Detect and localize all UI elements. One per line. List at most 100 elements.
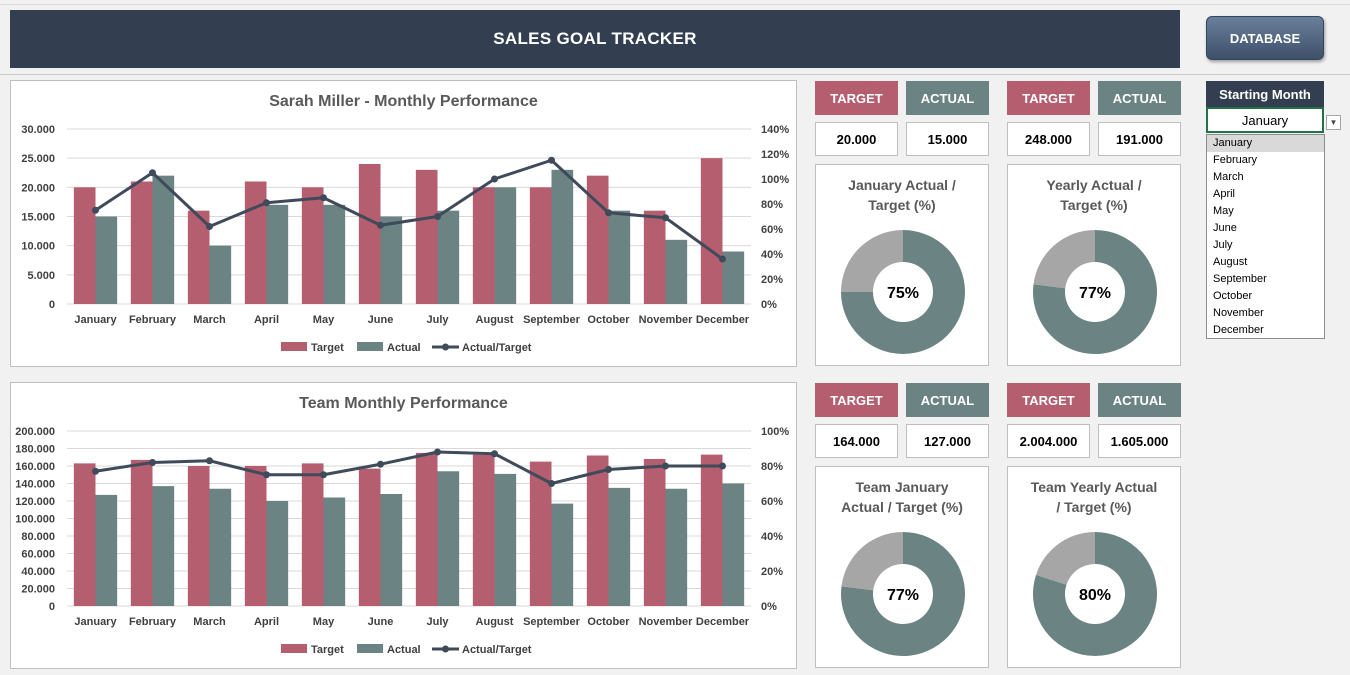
y-tick-label: 100.000 [15, 514, 55, 526]
team-performance-chart: 200.000 180.000 160.000 140.000 120.000 100.0… [15, 426, 789, 656]
month-option-april[interactable]: April [1213, 188, 1236, 200]
bar-target-april [244, 466, 267, 606]
bar-target-april [244, 181, 267, 304]
kpi-yearly-actual-header: ACTUAL [1098, 81, 1181, 115]
kpi-january-actual-value: 15.000 [906, 122, 989, 156]
bar-actual-september [551, 169, 574, 304]
bar-target-may [301, 463, 324, 606]
team-yearly-donut-title: Team Yearly Actual / Target (%) [1016, 477, 1172, 517]
bar-actual-july [437, 210, 460, 304]
ratio-point [434, 213, 441, 220]
donut-percent-label: 80% [1079, 587, 1111, 604]
y2-tick-label: 60% [761, 224, 783, 236]
ratio-point [719, 255, 726, 263]
bar-actual-march [209, 488, 232, 606]
ratio-point [491, 175, 498, 183]
y2-tick-label: 100% [761, 174, 789, 186]
y-tick-label: 5.000 [27, 270, 55, 282]
y-tick-label: 0 [49, 299, 55, 311]
donut-title-line1: Yearly Actual / [1046, 177, 1142, 193]
ratio-point [662, 462, 669, 470]
bar-actual-december [722, 483, 745, 606]
starting-month-options: January February March April May June July Augu… [1206, 134, 1325, 339]
x-tick-label: October [587, 314, 630, 326]
month-option-may[interactable]: May [1213, 205, 1234, 217]
x-tick-label: May [313, 616, 335, 628]
y-tick-label: 180.000 [15, 444, 55, 456]
x-tick-label: July [426, 616, 449, 628]
team-january-donut-title: Team January Actual / Target (%) [824, 477, 980, 517]
bar-actual-october [608, 210, 631, 304]
donut-actual-segment [841, 532, 965, 656]
month-option-june[interactable]: June [1213, 222, 1237, 234]
month-option-october[interactable]: October [1213, 290, 1253, 302]
legend-target-swatch [281, 644, 307, 653]
donut-actual-segment [841, 230, 965, 354]
donut-title-line1: Team January [855, 479, 949, 495]
bar-actual-november [665, 239, 688, 304]
kpi-yearly-actual-value: 191.000 [1098, 122, 1181, 156]
team-january-donut-chart: 77% [841, 532, 965, 656]
legend-target-label: Target [311, 342, 344, 354]
bar-actual-september [551, 503, 574, 606]
legend-actual-swatch [357, 342, 383, 351]
x-tick-label: June [368, 616, 394, 628]
legend-target-label: Target [311, 644, 344, 656]
bar-target-july [415, 169, 438, 304]
legend-ratio-label: Actual/Target [462, 342, 532, 354]
bar-target-november [643, 459, 666, 606]
bar-target-october [586, 455, 609, 606]
starting-month-select[interactable]: January [1206, 107, 1324, 133]
bar-actual-january [95, 216, 118, 304]
y2-tick-label: 60% [761, 496, 783, 508]
bar-target-march [187, 466, 210, 606]
y2-tick-label: 120% [761, 149, 789, 161]
legend-target-swatch [281, 342, 307, 351]
donut-title-line2: Target (%) [868, 197, 936, 213]
bar-actual-march [209, 245, 232, 304]
donut-title-line1: Team Yearly Actual [1030, 479, 1158, 495]
month-option-september[interactable]: September [1213, 273, 1267, 285]
month-option-february[interactable]: February [1213, 154, 1258, 166]
bar-target-september [529, 187, 552, 304]
x-tick-label: October [587, 616, 630, 628]
month-option-december[interactable]: December [1213, 324, 1264, 336]
bar-target-september [529, 461, 552, 606]
y2-tick-label: 80% [761, 199, 783, 211]
x-tick-label: November [639, 616, 694, 628]
dropdown-arrow-icon[interactable]: ▼ [1326, 115, 1341, 130]
bar-target-january [73, 463, 96, 606]
kpi-team-yearly-actual-header: ACTUAL [1098, 383, 1181, 417]
y-tick-label: 120.000 [15, 496, 55, 508]
sarah-chart-title: Sarah Miller - Monthly Performance [269, 93, 538, 110]
bar-actual-november [665, 488, 688, 606]
y-tick-label: 160.000 [15, 461, 55, 473]
month-option-november[interactable]: November [1213, 307, 1264, 319]
donut-percent-label: 77% [1079, 285, 1111, 302]
y2-tick-label: 0% [761, 601, 777, 613]
kpi-january-target-value: 20.000 [815, 122, 898, 156]
bar-actual-february [152, 175, 175, 304]
month-option-august[interactable]: August [1213, 256, 1248, 268]
legend-ratio-marker [442, 343, 449, 351]
y-tick-label: 25.000 [21, 153, 55, 165]
donut-title-line2: Actual / Target (%) [841, 499, 963, 515]
ratio-point [377, 221, 384, 229]
y-tick-label: 20.000 [21, 182, 55, 194]
database-button[interactable]: DATABASE [1206, 16, 1324, 60]
legend-ratio-label: Actual/Target [462, 644, 532, 656]
kpi-yearly-target-value: 248.000 [1007, 122, 1090, 156]
month-option-march[interactable]: March [1213, 171, 1244, 183]
header-divider [0, 74, 1350, 75]
month-option-january[interactable]: January [1207, 135, 1324, 152]
bar-target-december [700, 454, 723, 606]
donut-percent-label: 75% [887, 285, 919, 302]
x-tick-label: March [193, 616, 226, 628]
ratio-point [263, 471, 270, 479]
y2-tick-label: 80% [761, 461, 783, 473]
kpi-team-january-actual-value: 127.000 [906, 424, 989, 458]
legend-actual-label: Actual [387, 644, 421, 656]
legend-actual-swatch [357, 644, 383, 653]
month-option-july[interactable]: July [1213, 239, 1233, 251]
